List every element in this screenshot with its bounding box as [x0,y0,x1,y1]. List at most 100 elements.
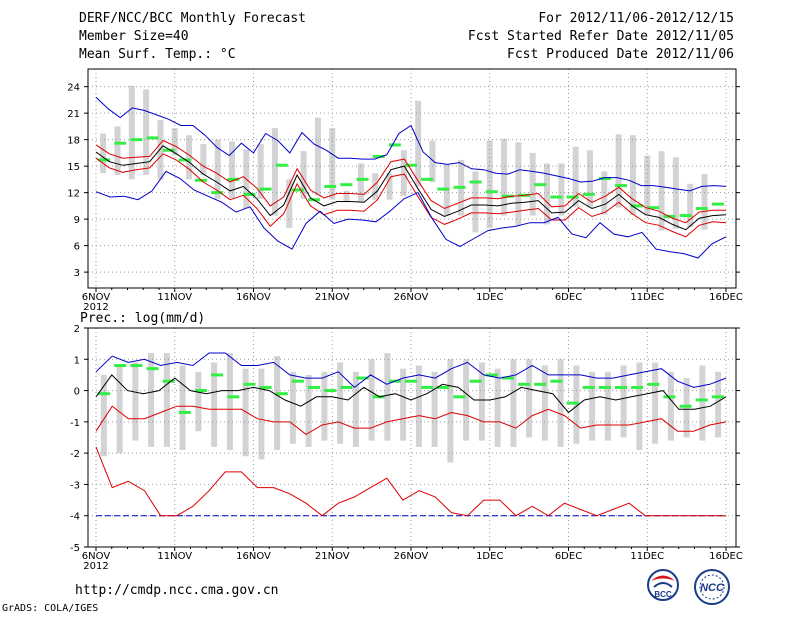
prec-ytick-label: -3 [70,480,80,491]
prec-xtick-label: 11DEC [630,551,664,562]
bcc-logo: BCC [647,569,679,601]
prec-spread-box [447,359,454,463]
prec-line-mean [95,374,727,414]
prec-frame [87,327,737,548]
prec-spread-box [510,359,517,447]
temp-spread-box [415,100,422,187]
prec-ytick-label: 2 [74,324,80,335]
prec-spread-box [148,353,155,447]
footer-url[interactable]: http://cmdp.ncc.cma.gov.cn [75,583,279,598]
prec-spread-box [384,353,391,441]
temp-spread-box [386,173,393,200]
temp-spread-box [286,179,293,228]
prec-xtick-label: 6DEC [555,551,582,562]
prec-xtick-label: 26NOV [394,551,429,562]
prec-ytick-label: -4 [70,512,80,523]
temp-spread-box [586,150,593,208]
prec-ytick-label: 0 [74,387,80,398]
prec-ytick-label: -1 [70,418,80,429]
temp-ytick-label: 21 [67,109,80,120]
prec-spread-box [132,362,139,441]
temp-spread-box [314,117,321,196]
temp-spread-box [701,174,708,230]
temp-spread-box [572,146,579,207]
temp-spread-box [544,163,551,225]
prec-spread-box [368,359,375,441]
temp-ytick-label: 15 [67,162,80,173]
temp-spread-box [472,171,479,233]
temp-ytick-label: 9 [74,215,80,226]
temp-xtick-label: 6NOV [82,292,111,303]
temp-spread-box [558,163,565,216]
prec-ytick-label: 1 [74,355,80,366]
prec-spread-box [636,362,643,451]
temp-spread-box [214,139,221,199]
temp-line-min [95,170,727,259]
prec-spread-box [195,371,202,432]
forecast-period-label: For 2012/11/06-2012/12/15 [538,11,734,26]
temp-xtick-label: 6DEC [555,292,582,303]
prec-spread-box [604,371,611,441]
temp-xtick-label: 26NOV [394,292,429,303]
temp-spread-box [300,151,307,199]
prec-panel-title: Prec.: log(mm/d) [80,311,205,326]
ncc-logo: NCC [694,569,730,605]
prec-spread-box [274,356,281,451]
prec-spread-box [337,362,344,444]
temp-panel: 3 6 9 12 15 18 21 24 6NOV 11NOV 16NOV 21NOV 26NOV 1DE… [67,68,743,313]
temp-line-mean [95,145,727,231]
temp-spread-box [257,144,264,199]
prec-spread-box [573,365,580,444]
temp-spread-box [357,163,364,203]
prec-ytick-label: -5 [70,543,80,554]
prec-spread-box [258,368,265,460]
temp-spread-box [186,135,193,180]
temp-spread-box [372,173,379,200]
member-size-label: Member Size=40 [79,29,189,44]
temp-frame [87,68,737,289]
variable-label: Mean Surf. Temp.: °C [79,47,236,62]
prec-spread-box [289,371,296,444]
temp-line-max [95,96,727,192]
temp-xtick-label: 16NOV [236,292,271,303]
prec-xtick-label: 11NOV [157,551,192,562]
prec-spread-box [226,353,233,451]
prec-xtick-year: 2012 [83,561,108,572]
temp-spread-box [429,140,436,183]
prec-spread-box [526,359,533,438]
temp-spread-box [329,128,336,200]
temp-spread-box [629,135,636,215]
prec-xtick-label: 21NOV [315,551,350,562]
prec-spread-box [431,371,438,447]
prec-spread-box [116,365,123,454]
prec-xtick-label: 1DEC [476,551,503,562]
prec-spread-box [321,371,328,441]
temp-spread-box [672,157,679,229]
prec-line-low_line [95,446,726,517]
temp-xtick-label: 1DEC [476,292,503,303]
prec-spread-box [211,362,218,447]
prec-xtick-label: 16NOV [236,551,271,562]
prec-spread-box [715,371,722,438]
temp-xtick-label: 16DEC [709,292,743,303]
temp-ytick-label: 18 [67,136,80,147]
prec-spread-box [589,371,596,441]
temp-spread-box [143,89,150,175]
temp-spread-box [400,150,407,197]
prec-spread-box [667,371,674,441]
temp-spread-box [615,134,622,208]
temp-spread-box [529,152,536,216]
ncc-logo-text: NCC [700,582,725,594]
temp-xtick-label: 21NOV [315,292,350,303]
temp-ytick-label: 24 [67,83,80,94]
bcc-logo-text: BCC [654,590,672,599]
prec-xtick-label: 6NOV [82,551,111,562]
temp-spread-box [658,151,665,231]
prec-spread-box [352,371,359,447]
temp-xtick-label: 11DEC [630,292,664,303]
chart-title: DERF/NCC/BCC Monthly Forecast [79,11,306,26]
temp-spread-box [343,190,350,203]
prec-spread-box [179,365,186,451]
temp-spread-box [157,120,164,180]
